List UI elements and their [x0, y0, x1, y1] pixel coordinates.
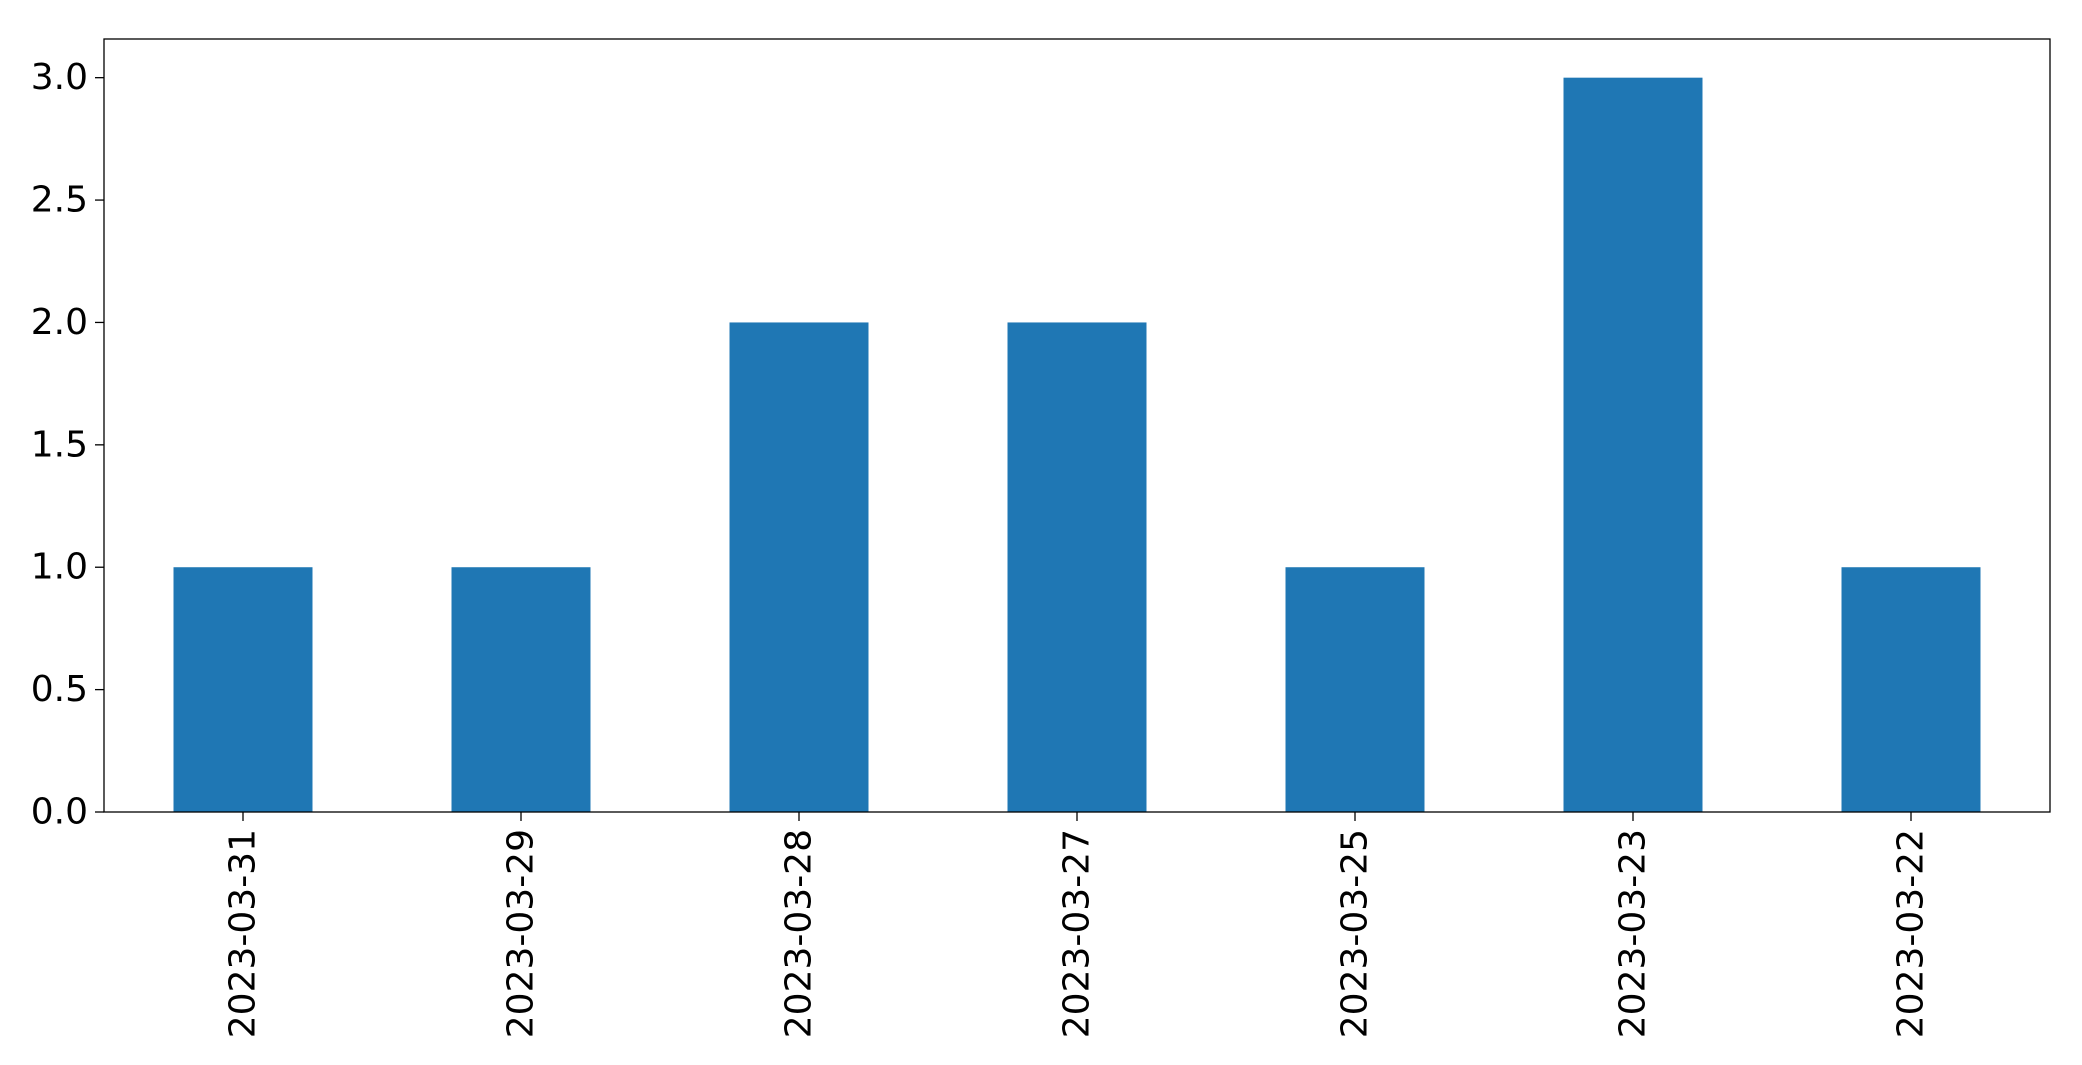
bar-2023-03-31	[173, 567, 313, 812]
bar-2023-03-28	[729, 322, 869, 812]
bar-2023-03-29	[451, 567, 591, 812]
y-tick-label: 0.5	[31, 669, 88, 710]
y-tick-label: 2.5	[31, 180, 88, 221]
x-tick-label: 2023-03-23	[1613, 829, 1654, 1038]
x-tick-label: 2023-03-25	[1335, 829, 1376, 1038]
x-tick-label: 2023-03-22	[1891, 829, 1932, 1038]
y-tick-label: 2.0	[31, 302, 88, 343]
axes-layer: 0.0 0.5 1.0 1.5 2.0 2.5 3.0 2023-03-31 2023-03-2…	[31, 38, 2051, 1038]
bar-2023-03-27	[1007, 322, 1147, 812]
bar-2023-03-23	[1563, 77, 1703, 812]
bar-2023-03-25	[1285, 567, 1425, 812]
x-tick-label: 2023-03-27	[1057, 829, 1098, 1038]
y-tick-label: 1.0	[31, 547, 88, 588]
y-tick-label: 0.0	[31, 792, 88, 833]
x-tick-label: 2023-03-28	[779, 829, 820, 1038]
bars-layer	[173, 77, 1981, 812]
y-tick-label: 1.5	[31, 424, 88, 465]
y-tick-label: 3.0	[31, 57, 88, 98]
x-tick-label: 2023-03-31	[223, 829, 264, 1038]
x-tick-label: 2023-03-29	[501, 829, 542, 1038]
bar-2023-03-22	[1841, 567, 1981, 812]
